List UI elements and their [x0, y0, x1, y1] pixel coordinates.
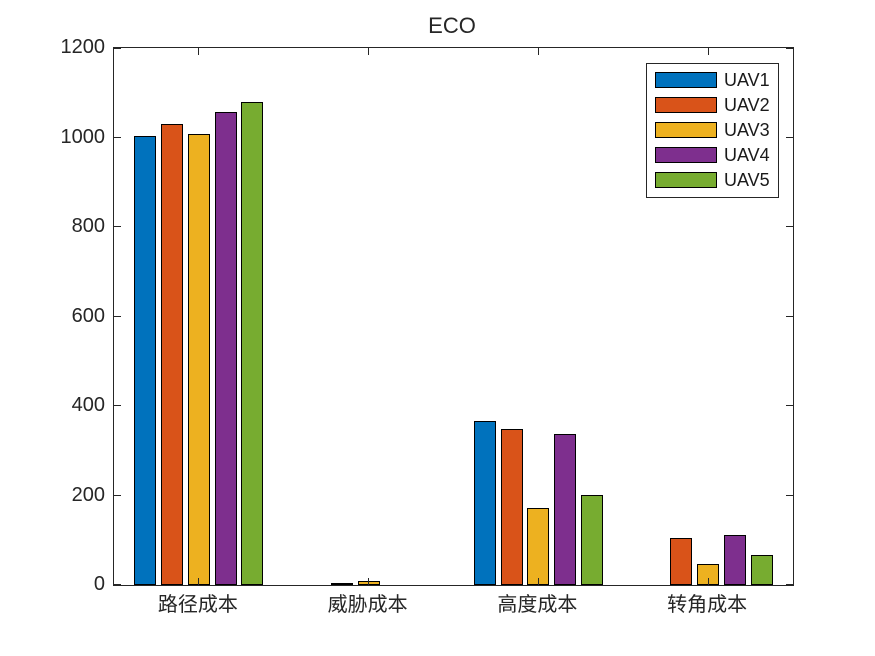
legend-swatch-UAV3 — [655, 122, 717, 138]
bar-UAV2-转角成本 — [670, 538, 693, 585]
bar-UAV1-路径成本 — [134, 136, 157, 585]
legend-entry: UAV1 — [647, 68, 778, 93]
legend-entry: UAV5 — [647, 168, 778, 193]
y-tick-right — [786, 405, 793, 406]
x-tick-top — [198, 48, 200, 55]
x-tick-bottom — [368, 578, 370, 585]
y-tick-right — [786, 226, 793, 227]
y-tick-right — [786, 136, 793, 138]
y-tick-label: 800 — [71, 215, 105, 237]
x-tick-bottom — [707, 578, 709, 585]
y-tick-left — [114, 494, 121, 496]
bar-UAV4-路径成本 — [214, 112, 237, 585]
legend-swatch-UAV1 — [655, 72, 717, 88]
y-tick-left — [114, 48, 121, 49]
x-tick-label: 转角成本 — [667, 594, 748, 616]
legend-label: UAV2 — [724, 95, 770, 115]
bar-UAV4-转角成本 — [723, 535, 746, 585]
bar-UAV5-高度成本 — [580, 495, 603, 585]
legend: UAV1 UAV2 UAV3 UAV4 UAV5 — [646, 63, 779, 198]
legend-entry: UAV2 — [647, 93, 778, 118]
y-tick-left — [114, 226, 121, 227]
x-tick-label: 路径成本 — [157, 594, 238, 616]
legend-swatch-UAV4 — [655, 147, 717, 163]
x-tick-top — [537, 48, 539, 55]
x-tick-label: 高度成本 — [497, 594, 578, 616]
bar-UAV2-高度成本 — [500, 429, 523, 585]
x-tick-bottom — [198, 578, 200, 585]
y-tick-left — [114, 405, 121, 406]
chart-title: ECO — [428, 13, 476, 38]
bar-UAV2-路径成本 — [161, 124, 184, 585]
y-tick-label: 400 — [71, 394, 105, 416]
legend-label: UAV4 — [724, 145, 770, 165]
y-tick-right — [786, 48, 793, 49]
y-tick-label: 600 — [71, 304, 105, 327]
y-tick-label: 200 — [71, 483, 105, 506]
y-tick-left — [114, 315, 121, 317]
y-tick-label: 1200 — [60, 36, 106, 58]
bar-UAV3-路径成本 — [187, 134, 210, 585]
legend-label: UAV3 — [724, 120, 770, 140]
legend-entry: UAV4 — [647, 143, 778, 168]
y-tick-label: 1000 — [60, 125, 106, 148]
bar-UAV1-高度成本 — [473, 421, 496, 585]
legend-entry: UAV3 — [647, 118, 778, 143]
bar-UAV2-威胁成本 — [330, 583, 353, 585]
x-tick-top — [368, 48, 370, 55]
y-tick-right — [786, 584, 793, 585]
y-tick-left — [114, 584, 121, 585]
y-tick-left — [114, 136, 121, 138]
x-tick-bottom — [537, 578, 539, 585]
legend-swatch-UAV2 — [655, 97, 717, 113]
bar-UAV5-路径成本 — [241, 102, 264, 585]
x-tick-top — [707, 48, 709, 55]
y-tick-right — [786, 315, 793, 317]
bar-UAV5-转角成本 — [750, 555, 773, 585]
y-tick-right — [786, 494, 793, 496]
bar-UAV4-高度成本 — [554, 434, 577, 585]
x-tick-label: 威胁成本 — [327, 594, 408, 616]
legend-swatch-UAV5 — [655, 172, 717, 188]
legend-label: UAV1 — [724, 70, 770, 90]
bar-UAV3-高度成本 — [527, 508, 550, 585]
y-tick-label: 0 — [93, 573, 105, 595]
legend-label: UAV5 — [724, 170, 770, 190]
